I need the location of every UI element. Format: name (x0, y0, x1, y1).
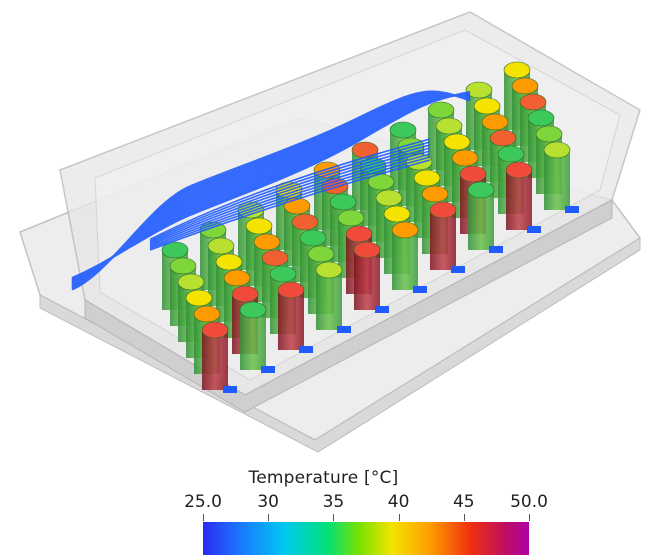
battery-cell-top (435, 117, 463, 135)
battery-cell-top (535, 125, 563, 143)
coolant-streamline (149, 141, 431, 242)
battery-cell-top (207, 237, 235, 255)
legend-tick-label: 45 (452, 492, 475, 512)
battery-cell-top (505, 161, 533, 179)
battery-cell-top (383, 205, 411, 223)
battery-cell-top (543, 141, 571, 159)
battery-cell-top (519, 93, 547, 111)
cell-array (161, 61, 579, 393)
battery-cell (278, 290, 304, 350)
battery-cell-top (329, 193, 357, 211)
battery-cell-top (245, 217, 273, 235)
battery-cell-top (337, 209, 365, 227)
battery-cell-top (185, 289, 213, 307)
battery-cell-top (527, 109, 555, 127)
battery-cell-top (321, 177, 349, 195)
coolant-outlet (337, 326, 351, 333)
legend-tick-label: 35 (322, 492, 345, 512)
coolant-outlet (527, 226, 541, 233)
coolant-outlet (375, 306, 389, 313)
battery-cell-top (223, 269, 251, 287)
battery-cell-top (161, 241, 189, 259)
battery-cell-top (353, 241, 381, 259)
battery-cell-top (473, 97, 501, 115)
battery-cell-top (193, 305, 221, 323)
coolant-outlet (223, 386, 237, 393)
battery-cell-top (291, 213, 319, 231)
temperature-colorbar (203, 522, 529, 555)
battery-cell-top (269, 265, 297, 283)
legend-tick-label: 50.0 (510, 492, 548, 512)
battery-cell-top (497, 145, 525, 163)
legend-tick-mark (463, 514, 465, 521)
battery-cell-top (169, 257, 197, 275)
battery-cell (240, 310, 266, 370)
coolant-outlet (565, 206, 579, 213)
coolant-outlet (413, 286, 427, 293)
coolant-streamline (149, 144, 431, 244)
battery-cell-top (391, 221, 419, 239)
coolant-outlet (261, 366, 275, 373)
battery-cell-top (443, 133, 471, 151)
battery-cell-top (511, 77, 539, 95)
legend-tick-mark (268, 514, 270, 521)
battery-cell-top (429, 201, 457, 219)
battery-cell-top (299, 229, 327, 247)
battery-cell-top (201, 321, 229, 339)
battery-cell-top (421, 185, 449, 203)
legend-tick-mark (203, 514, 204, 521)
battery-cell-top (375, 189, 403, 207)
coolant-outlet (451, 266, 465, 273)
legend-tick-label: 40 (387, 492, 410, 512)
legend-tick-mark (398, 514, 400, 521)
battery-cell (202, 330, 228, 390)
legend-title: Temperature [°C] (248, 468, 399, 488)
battery-cell-top (277, 281, 305, 299)
coolant-streamline (149, 147, 431, 245)
battery-cell-top (459, 165, 487, 183)
battery-cell-top (239, 301, 267, 319)
battery-cell (468, 190, 494, 250)
battery-cell-top (177, 273, 205, 291)
legend-tick-mark (333, 514, 335, 521)
coolant-outlet (299, 346, 313, 353)
battery-cell-top (489, 129, 517, 147)
battery-cell-top (231, 285, 259, 303)
battery-cell-top (261, 249, 289, 267)
battery-cell (430, 210, 456, 270)
battery-cell (354, 250, 380, 310)
battery-cell-top (315, 261, 343, 279)
coolant-streamlines (71, 90, 471, 291)
coolant-streamline (71, 90, 471, 291)
battery-cell (316, 270, 342, 330)
battery-cell (392, 230, 418, 290)
battery-cell-top (283, 197, 311, 215)
coolant-streamline (149, 150, 431, 247)
battery-cell-top (307, 245, 335, 263)
battery-cell (506, 170, 532, 230)
coolant-streamline (149, 138, 431, 241)
coolant-outlet (489, 246, 503, 253)
battery-cell-top (467, 181, 495, 199)
battery-cell-top (427, 101, 455, 119)
battery-cell-top (451, 149, 479, 167)
legend-tick-label: 30 (257, 492, 280, 512)
battery-pack-render (19, 11, 642, 453)
battery-cell-top (481, 113, 509, 131)
legend-tick-label: 25.0 (184, 492, 222, 512)
battery-cell-top (413, 169, 441, 187)
battery-cell-top (215, 253, 243, 271)
battery-cell-top (345, 225, 373, 243)
coolant-streamline (149, 153, 431, 248)
legend-tick-mark (529, 514, 530, 521)
battery-cell-top (465, 81, 493, 99)
battery-cell (544, 150, 570, 210)
coolant-streamline (149, 159, 431, 251)
coolant-streamline (149, 156, 431, 250)
battery-cell-top (503, 61, 531, 79)
battery-cell-top (389, 121, 417, 139)
battery-cell-top (253, 233, 281, 251)
